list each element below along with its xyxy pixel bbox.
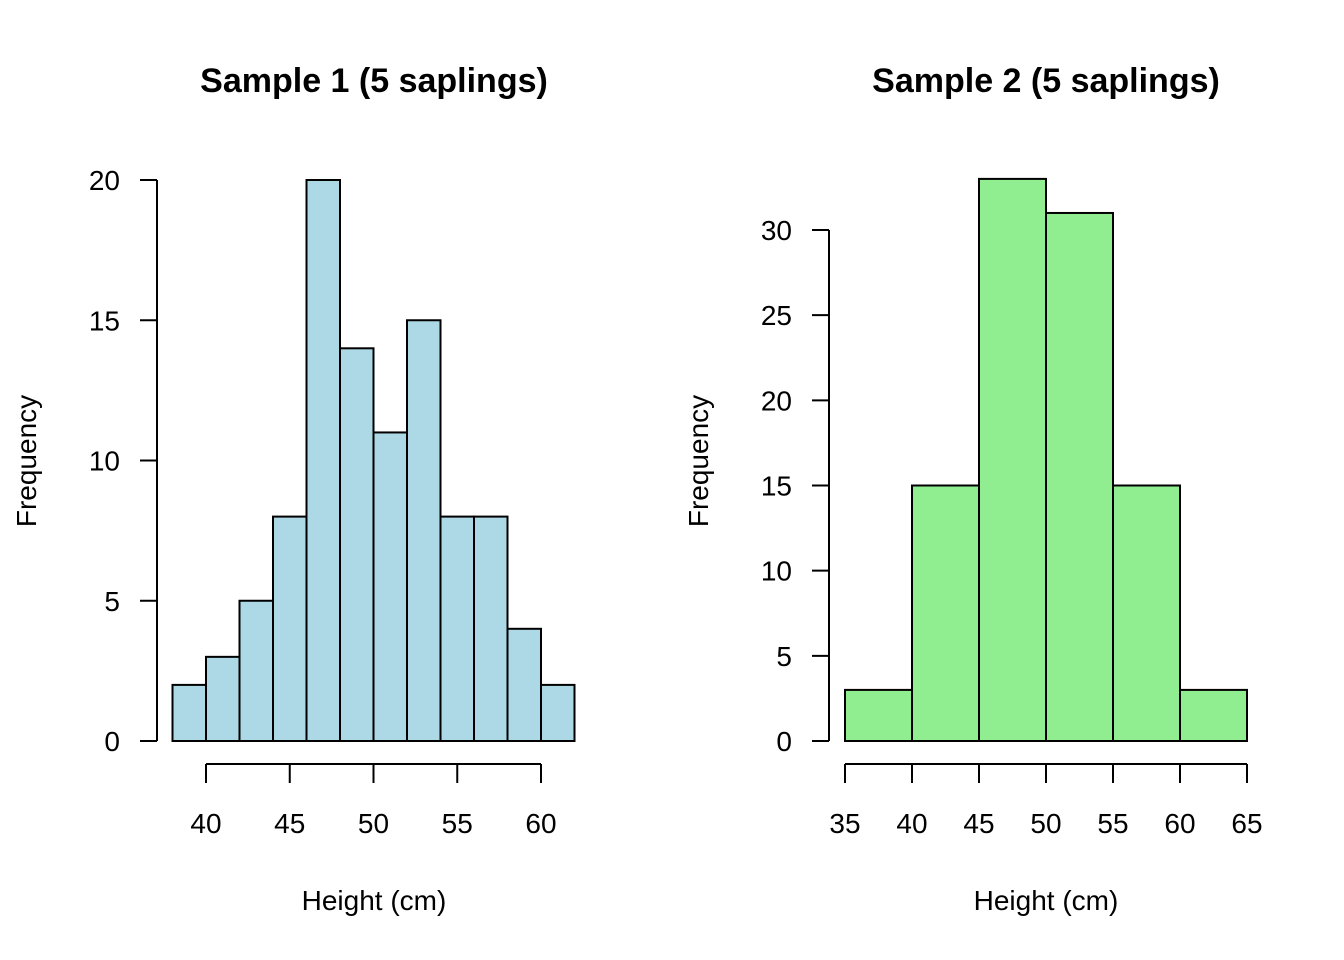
y-tick-label: 0	[776, 726, 792, 757]
y-tick-label: 15	[89, 305, 120, 336]
histogram-bar	[1112, 484, 1181, 742]
histogram-bar	[205, 655, 241, 742]
x-tick-label: 55	[442, 808, 473, 839]
y-tick-label: 20	[761, 385, 792, 416]
histogram-bar	[272, 515, 308, 742]
y-tick-label: 15	[761, 471, 792, 502]
histogram-bar	[238, 599, 274, 742]
x-tick-label: 50	[1030, 808, 1061, 839]
y-tick-label: 5	[104, 586, 120, 617]
x-tick-label: 35	[829, 808, 860, 839]
histogram-bar	[305, 179, 341, 742]
chart-title: Sample 1 (5 saplings)	[200, 62, 548, 100]
x-tick-label: 45	[274, 808, 305, 839]
y-tick-label: 10	[761, 556, 792, 587]
y-tick-label: 20	[89, 165, 120, 196]
x-axis-label: Height (cm)	[974, 885, 1119, 916]
x-tick-label: 55	[1097, 808, 1128, 839]
histogram-bar	[473, 515, 509, 742]
x-tick-label: 50	[358, 808, 389, 839]
histogram-bar	[171, 683, 207, 743]
x-axis-label: Height (cm)	[302, 885, 447, 916]
x-tick-label: 45	[963, 808, 994, 839]
histogram-bar	[372, 431, 408, 742]
y-axis-label: Frequency	[11, 395, 42, 527]
histogram-bar	[540, 683, 576, 743]
histogram-bar	[911, 484, 980, 742]
y-tick-label: 5	[776, 641, 792, 672]
y-tick-label: 0	[104, 726, 120, 757]
histogram-bar	[1179, 688, 1248, 743]
x-tick-label: 60	[525, 808, 556, 839]
x-tick-label: 65	[1231, 808, 1262, 839]
histogram-bar	[978, 177, 1047, 742]
x-tick-label: 60	[1164, 808, 1195, 839]
histogram-bar	[406, 319, 442, 742]
x-tick-label: 40	[190, 808, 221, 839]
histogram-bar	[506, 627, 542, 742]
x-tick-label: 40	[896, 808, 927, 839]
y-tick-label: 25	[761, 300, 792, 331]
panel-sample-2: Sample 2 (5 saplings) Height (cm) Freque…	[683, 62, 1263, 916]
panel-sample-1: Sample 1 (5 saplings) Height (cm) Freque…	[11, 62, 576, 916]
histogram-bar	[1045, 211, 1114, 742]
y-tick-label: 10	[89, 446, 120, 477]
chart-title: Sample 2 (5 saplings)	[872, 62, 1220, 100]
histogram-bar	[339, 347, 375, 742]
histogram-bar	[844, 688, 913, 743]
histogram-bar	[439, 515, 475, 742]
y-tick-label: 30	[761, 215, 792, 246]
y-axis-label: Frequency	[683, 395, 714, 527]
